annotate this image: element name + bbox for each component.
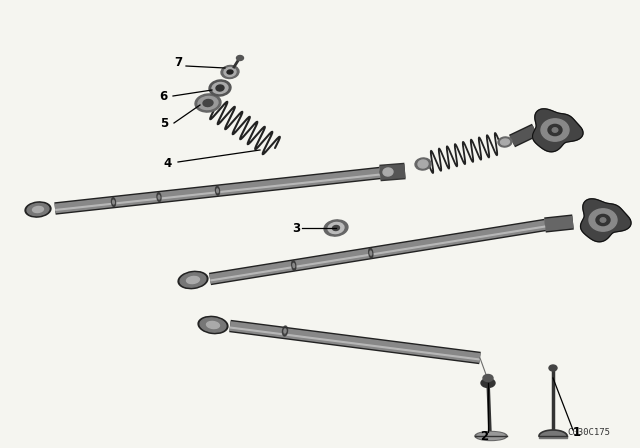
Ellipse shape <box>237 56 243 60</box>
Ellipse shape <box>195 94 221 112</box>
Ellipse shape <box>549 365 557 371</box>
Text: 1: 1 <box>573 426 581 439</box>
Ellipse shape <box>217 189 218 193</box>
Ellipse shape <box>27 203 49 215</box>
Ellipse shape <box>111 198 116 207</box>
Ellipse shape <box>541 119 569 141</box>
Ellipse shape <box>178 271 208 289</box>
Ellipse shape <box>209 80 231 96</box>
Ellipse shape <box>370 251 372 255</box>
Ellipse shape <box>596 215 610 226</box>
Ellipse shape <box>216 85 224 91</box>
Ellipse shape <box>498 137 512 147</box>
Ellipse shape <box>25 202 51 217</box>
Ellipse shape <box>207 322 220 328</box>
Polygon shape <box>580 199 631 242</box>
Ellipse shape <box>113 200 115 204</box>
Ellipse shape <box>293 263 294 267</box>
Text: 7: 7 <box>174 56 182 69</box>
Ellipse shape <box>284 329 286 333</box>
Text: 5: 5 <box>160 116 168 129</box>
Text: 3: 3 <box>292 221 300 234</box>
Ellipse shape <box>157 193 161 202</box>
Ellipse shape <box>418 160 428 168</box>
Text: 4: 4 <box>164 156 172 169</box>
Ellipse shape <box>328 223 344 233</box>
Ellipse shape <box>158 195 160 199</box>
Ellipse shape <box>369 248 373 258</box>
Text: 2: 2 <box>480 430 488 443</box>
Ellipse shape <box>212 82 228 94</box>
Ellipse shape <box>200 318 226 332</box>
Ellipse shape <box>552 128 558 132</box>
Ellipse shape <box>203 99 213 107</box>
Ellipse shape <box>282 326 287 336</box>
Ellipse shape <box>500 139 509 145</box>
Text: 6: 6 <box>159 90 167 103</box>
Ellipse shape <box>600 218 606 222</box>
Ellipse shape <box>186 276 200 284</box>
Ellipse shape <box>481 379 495 388</box>
Ellipse shape <box>383 168 393 176</box>
Ellipse shape <box>227 70 233 74</box>
Ellipse shape <box>221 65 239 78</box>
Ellipse shape <box>333 225 339 231</box>
Ellipse shape <box>475 431 507 440</box>
Ellipse shape <box>548 125 562 136</box>
Ellipse shape <box>483 375 493 382</box>
Ellipse shape <box>380 166 396 178</box>
Ellipse shape <box>415 158 431 170</box>
Ellipse shape <box>198 96 218 110</box>
Polygon shape <box>532 109 583 152</box>
Ellipse shape <box>324 220 348 236</box>
Ellipse shape <box>33 207 44 212</box>
Ellipse shape <box>224 68 236 77</box>
Ellipse shape <box>198 316 228 334</box>
Text: C030C175: C030C175 <box>567 427 610 436</box>
Ellipse shape <box>589 209 617 231</box>
Ellipse shape <box>180 273 206 287</box>
Ellipse shape <box>216 186 220 195</box>
Ellipse shape <box>292 261 296 271</box>
Ellipse shape <box>477 432 505 439</box>
